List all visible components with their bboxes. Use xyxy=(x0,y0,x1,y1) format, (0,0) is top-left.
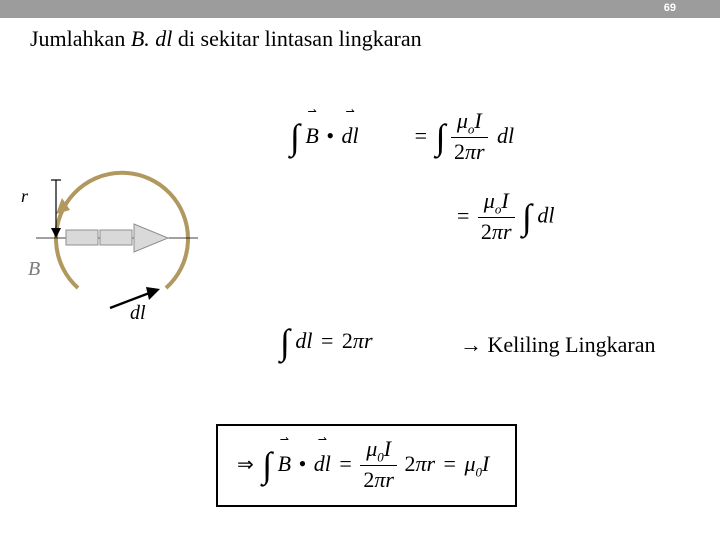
equals-sign: = xyxy=(336,451,354,476)
slide-title: Jumlahkan B. dl di sekitar lintasan ling… xyxy=(0,18,720,52)
dot-icon: • xyxy=(297,451,309,476)
equation-2: = μoI 2πr ∫ dl xyxy=(454,188,555,247)
vec-dl: ⇀dl xyxy=(342,123,359,149)
frac-muI-2pir: μ0I 2πr xyxy=(360,436,397,495)
sym-dl: dl xyxy=(493,123,514,148)
label-dl: dl xyxy=(130,302,146,325)
sym-mu: μ xyxy=(457,108,468,133)
vec-B: ⇀B xyxy=(305,123,318,149)
page-number: 69 xyxy=(664,2,676,14)
title-prefix: Jumlahkan xyxy=(30,26,131,51)
title-suffix: di sekitar lintasan lingkaran xyxy=(172,26,421,51)
boxed-result: ⇒ ∫ ⇀B • ⇀dl = μ0I 2πr 2πr = μ0I xyxy=(216,424,517,507)
sym-dl: dl xyxy=(295,328,312,353)
sym-dl: dl xyxy=(314,451,331,476)
wire-block-2 xyxy=(100,230,132,245)
equals-sign: = xyxy=(454,203,472,228)
top-bar: 69 xyxy=(0,0,720,18)
dl-arrow-head xyxy=(146,287,160,300)
sym-mu: μ xyxy=(464,451,475,476)
equals-sign: = xyxy=(412,123,430,148)
radius-arrowhead xyxy=(51,228,61,238)
sym-dl: dl xyxy=(537,203,554,228)
sym-I: I xyxy=(384,436,391,461)
wire-block-1 xyxy=(66,230,98,245)
keliling-text: Keliling Lingkaran xyxy=(488,332,656,357)
arrow-right-icon: → xyxy=(460,332,482,357)
slide: 69 Jumlahkan B. dl di sekitar lintasan l… xyxy=(0,0,720,540)
sym-B: B xyxy=(278,451,291,476)
vector-arrow-icon: ⇀ xyxy=(318,435,327,446)
vec-B: ⇀B xyxy=(278,451,291,477)
title-term: B. dl xyxy=(131,26,173,51)
integral-sign: ∫ xyxy=(520,207,532,229)
equation-1: ∫ ⇀B • ⇀dl = ∫ μoI 2πr dl xyxy=(290,108,514,167)
vector-arrow-icon: ⇀ xyxy=(280,435,289,446)
frac-muI-2pir: μoI 2πr xyxy=(478,188,515,247)
label-r: r xyxy=(21,186,28,207)
equation-3: ∫ dl = 2πr xyxy=(280,326,373,354)
diagram-svg xyxy=(18,158,218,328)
vec-dl: ⇀dl xyxy=(314,451,331,477)
integral-sign: ∫ xyxy=(280,332,290,354)
keliling-note: → Keliling Lingkaran xyxy=(460,332,656,358)
sym-mu: μ xyxy=(366,436,377,461)
implies-sign: ⇒ xyxy=(234,454,257,476)
label-B: B xyxy=(28,258,40,281)
sym-I: I xyxy=(501,188,508,213)
vector-arrow-icon: ⇀ xyxy=(307,107,316,118)
integral-sign: ∫ xyxy=(262,455,272,477)
sym-dl: dl xyxy=(342,123,359,148)
sym-I: I xyxy=(474,108,481,133)
frac-muI-2pir: μoI 2πr xyxy=(451,108,488,167)
sym-mu: μ xyxy=(484,188,495,213)
circle-diagram xyxy=(18,158,208,348)
integral-sign: ∫ xyxy=(290,127,300,149)
sym-B: B xyxy=(305,123,318,148)
dot-icon: • xyxy=(324,123,336,148)
equals-sign: = xyxy=(318,328,336,353)
sym-I: I xyxy=(482,451,489,476)
equals-sign: = xyxy=(441,451,459,476)
vector-arrow-icon: ⇀ xyxy=(345,107,354,118)
integral-sign: ∫ xyxy=(436,127,446,149)
wire-arrowhead xyxy=(134,224,168,252)
